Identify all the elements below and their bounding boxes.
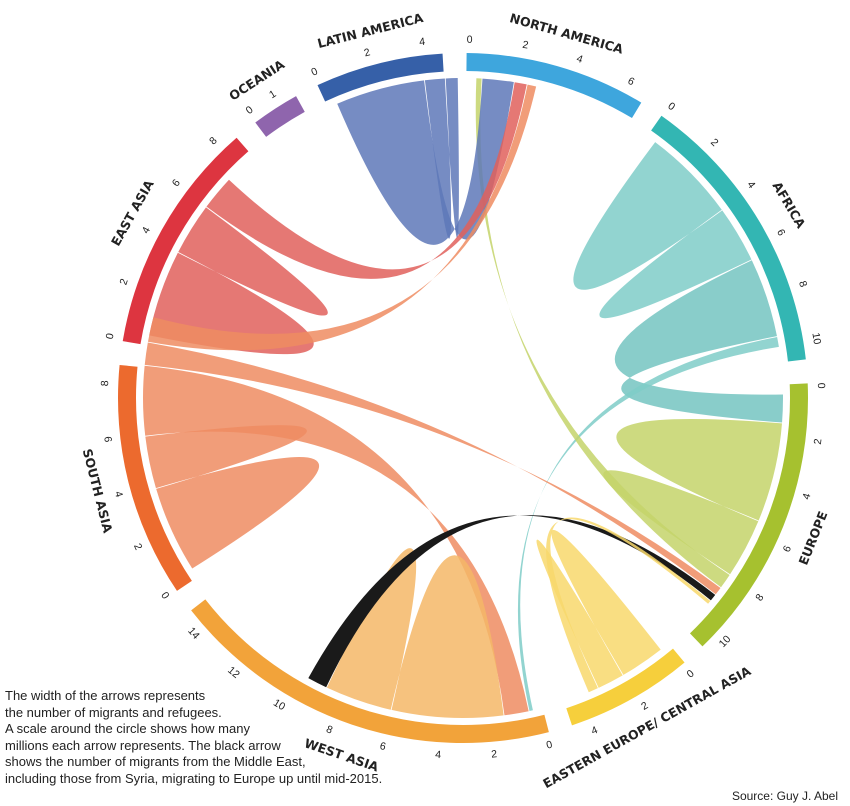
region-arc-north-america [466,53,642,119]
tick-label: 1 [267,88,278,101]
tick-label: 6 [626,75,637,88]
tick-label: 2 [708,136,721,149]
tick-label: 4 [140,225,153,236]
tick-label: 4 [112,490,125,499]
region-arc-south-asia [118,364,192,591]
tick-label: 8 [207,135,220,148]
tick-label: 4 [800,492,813,501]
caption-line: millions each arrow represents. The blac… [5,737,281,753]
tick-label: 2 [639,699,650,712]
flow-arrow-south-asia-to-south-asia [145,425,320,569]
tick-label: 10 [271,697,287,713]
flow-arrow-europe-to-europe [603,419,782,575]
tick-label: 0 [244,104,256,117]
tick-label: 4 [575,53,585,66]
region-arc-africa [651,115,806,362]
region-arc-oceania [255,96,305,137]
region-label-east-asia: EAST ASIA [108,177,157,248]
flow-layer [142,78,783,718]
tick-label: 0 [665,100,677,113]
tick-label: 2 [131,542,144,552]
tick-label: 4 [744,179,757,191]
flow-arrow-africa-to-africa [573,142,752,319]
tick-label: 2 [491,748,498,760]
tick-label: 8 [99,380,111,386]
flow-arrow-highlighted [308,515,716,688]
tick-label: 12 [225,664,242,681]
tick-label: 2 [521,39,529,52]
tick-label: 6 [774,227,787,238]
tick-label: 0 [158,590,171,602]
tick-label: 6 [379,740,388,753]
tick-label: 8 [753,592,766,604]
caption-line: the number of migrants and refugees. [5,704,222,720]
tick-label: 2 [118,277,131,287]
tick-label: 0 [545,739,554,752]
region-label-europe: EUROPE [796,509,831,567]
tick-label: 6 [781,544,794,555]
tick-label: 4 [419,36,426,49]
region-arc-layer [118,53,808,743]
flow-arrow-east-asia-to-north-america [206,82,527,279]
caption-line: including those from Syria, migrating to… [5,770,383,786]
flow-arrow-eastern-europe-central-asia-to-eastern-europe-central-asia [536,529,661,688]
tick-label: 0 [467,34,473,46]
tick-label: 2 [363,46,372,59]
tick-label: 8 [324,723,334,736]
tick-label: 0 [685,667,697,680]
caption-line: shows the number of migrants from the Mi… [5,754,306,769]
source-credit: Source: Guy J. Abel [731,789,838,803]
flow-arrow-africa-to-west-asia [517,336,779,712]
tick-label: 0 [815,383,827,389]
tick-label: 0 [104,332,117,340]
flow-arrow-south-asia-to-europe [144,342,721,595]
caption: The width of the arrows represents the n… [5,688,425,787]
region-label-south-asia: SOUTH ASIA [80,447,116,534]
flow-arrow-south-asia-to-west-asia [142,365,529,716]
region-arc-eastern-europe-central-asia [566,648,685,726]
flow-arrow-latin-america-to-north-america [337,78,514,245]
region-label-africa: AFRICA [770,179,809,231]
tick-label: 4 [435,749,442,761]
region-label-oceania: OCEANIA [226,57,287,104]
region-arc-east-asia [122,137,249,345]
tick-label: 6 [101,436,114,443]
flow-arrow-africa-to-europe [614,260,783,423]
region-arc-west-asia [191,599,549,743]
tick-label: 4 [590,724,600,737]
tick-label: 8 [796,279,809,289]
flow-arrow-east-asia-to-east-asia [149,207,328,355]
tick-label: 2 [812,438,825,445]
caption-line: The width of the arrows represents [5,688,206,703]
tick-label: 6 [170,177,183,189]
caption-line: A scale around the circle shows how many [5,721,250,736]
flow-arrow-west-asia-to-west-asia [326,548,504,718]
tick-label: 10 [717,633,734,650]
flow-arrow-latin-america-to-latin-america [424,78,459,239]
region-label-latin-america: LATIN AMERICA [316,10,425,51]
region-arc-latin-america [317,53,444,102]
tick-label: 10 [809,332,823,346]
tick-label: 14 [185,625,202,642]
tick-label: 0 [309,65,319,78]
region-arc-europe [689,383,808,647]
